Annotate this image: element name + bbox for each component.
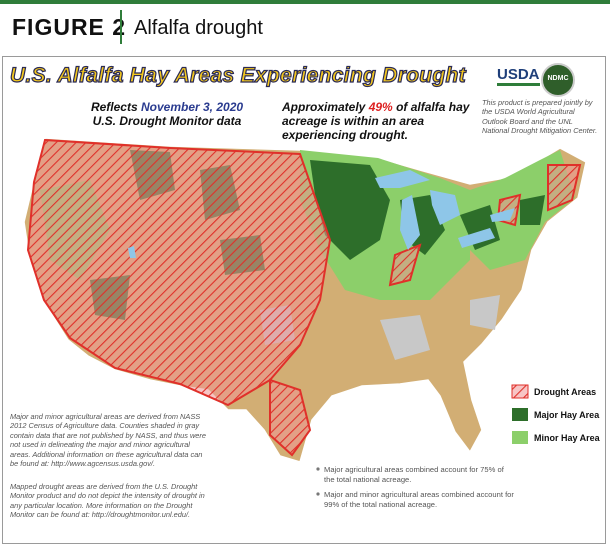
- bullet: Major and minor agricultural areas combi…: [324, 490, 514, 509]
- credit: This product is prepared jointly by the …: [482, 98, 598, 136]
- summary: Approximately 49% of alfalfa hay acreage…: [282, 100, 472, 142]
- bullet: Major agricultural areas combined accoun…: [324, 465, 504, 484]
- usda-logo: USDA: [497, 66, 540, 86]
- legend-swatch: [512, 431, 528, 444]
- drought-areas: [26, 138, 582, 457]
- figure-label: FIGURE 2: [12, 14, 127, 40]
- summary-percent: 49%: [368, 100, 393, 114]
- map-frame: [2, 56, 606, 544]
- date-note: Reflects November 3, 2020 U.S. Drought M…: [82, 100, 252, 128]
- date-suffix: U.S. Drought Monitor data: [92, 114, 242, 128]
- legend-label: Minor Hay Area: [534, 433, 600, 443]
- legend-label: Major Hay Area: [534, 410, 600, 420]
- legend-swatch: [512, 408, 528, 421]
- ndmc-logo: [541, 63, 575, 97]
- bullet-dot: [316, 492, 320, 496]
- legend-label: Drought Areas: [534, 387, 597, 397]
- top-rule: [0, 0, 610, 4]
- map-title: U.S. Alfalfa Hay Areas Experiencing Drou…: [9, 63, 466, 87]
- summary-after: of alfalfa hay acreage is within an area…: [282, 100, 470, 142]
- bullet-dot: [316, 467, 320, 471]
- legend-swatch: [511, 384, 529, 399]
- header-separator: [120, 10, 122, 44]
- lakes: [128, 170, 515, 258]
- ndmc-label: NDMC: [547, 75, 569, 82]
- date: November 3, 2020: [140, 100, 244, 114]
- note: Major and minor agricultural areas are d…: [10, 412, 206, 469]
- note: Mapped drought areas are derived from th…: [10, 482, 205, 520]
- figure-title: Alfalfa drought: [134, 17, 263, 39]
- date-prefix: Reflects: [90, 100, 138, 114]
- summary-before: Approximately: [282, 100, 366, 114]
